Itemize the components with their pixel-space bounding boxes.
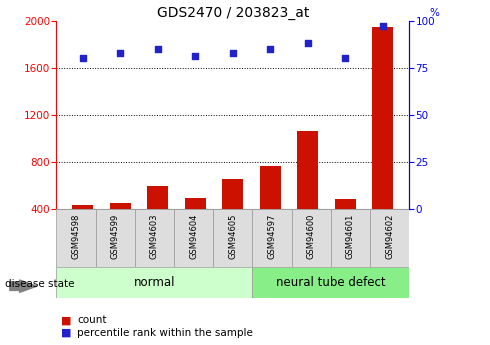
- Point: [229, 50, 237, 56]
- FancyArrow shape: [10, 280, 37, 293]
- Text: percentile rank within the sample: percentile rank within the sample: [77, 328, 253, 338]
- Text: normal: normal: [134, 276, 175, 289]
- Bar: [56, 267, 252, 298]
- Text: count: count: [77, 315, 106, 325]
- Text: GSM94603: GSM94603: [150, 214, 159, 259]
- Bar: [56, 209, 96, 267]
- Text: GSM94601: GSM94601: [346, 214, 355, 259]
- Point: [267, 46, 274, 52]
- Bar: [174, 209, 213, 267]
- Text: GSM94599: GSM94599: [111, 214, 120, 259]
- Bar: [252, 267, 409, 298]
- Bar: [185, 198, 205, 209]
- Text: GSM94605: GSM94605: [228, 214, 237, 259]
- Point: [116, 50, 124, 56]
- Text: GSM94602: GSM94602: [385, 214, 394, 259]
- Text: GSM94597: GSM94597: [268, 214, 276, 259]
- Bar: [335, 199, 356, 209]
- Point: [79, 56, 87, 61]
- Text: %: %: [429, 8, 439, 18]
- Text: GSM94604: GSM94604: [189, 214, 198, 259]
- Bar: [260, 166, 281, 209]
- Bar: [331, 209, 370, 267]
- Text: ■: ■: [61, 328, 72, 338]
- Bar: [135, 209, 174, 267]
- Title: GDS2470 / 203823_at: GDS2470 / 203823_at: [157, 6, 309, 20]
- Point: [154, 46, 162, 52]
- Bar: [213, 209, 252, 267]
- Bar: [73, 205, 93, 209]
- Bar: [297, 131, 318, 209]
- Text: neural tube defect: neural tube defect: [276, 276, 386, 289]
- Text: ■: ■: [61, 315, 72, 325]
- Point: [342, 56, 349, 61]
- Text: GSM94598: GSM94598: [72, 214, 80, 259]
- Point: [191, 54, 199, 59]
- Text: disease state: disease state: [5, 279, 74, 288]
- Bar: [222, 179, 243, 209]
- Bar: [292, 209, 331, 267]
- Bar: [96, 209, 135, 267]
- Bar: [370, 209, 409, 267]
- Text: GSM94600: GSM94600: [307, 214, 316, 259]
- Bar: [147, 186, 168, 209]
- Bar: [252, 209, 292, 267]
- Bar: [110, 203, 130, 209]
- Point: [304, 40, 312, 46]
- Point: [379, 23, 387, 29]
- Bar: [372, 27, 393, 209]
